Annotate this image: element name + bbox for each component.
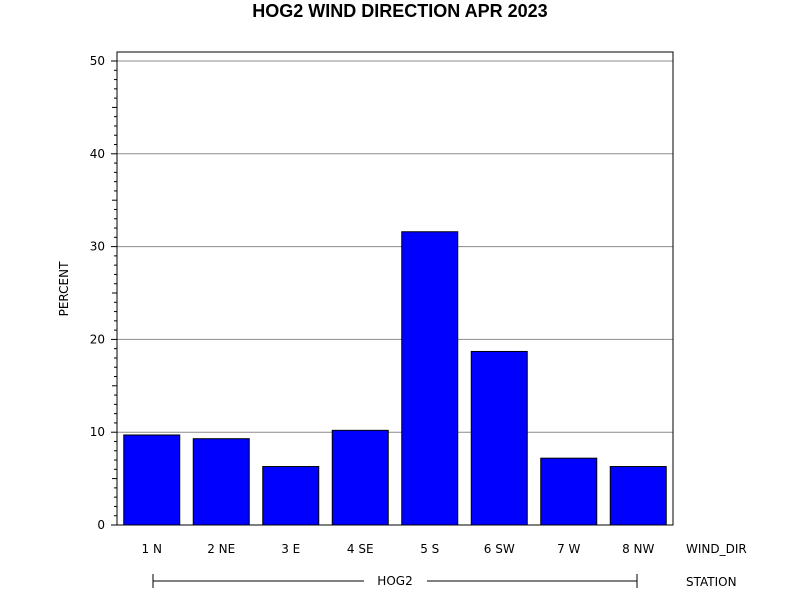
bar xyxy=(609,466,667,526)
y-tick-label: 0 xyxy=(97,518,105,532)
y-tick-label: 20 xyxy=(90,332,105,346)
x-axis-label: WIND_DIR xyxy=(686,542,747,556)
bar xyxy=(262,466,320,526)
bar xyxy=(401,231,459,526)
x-tick-label: 8 NW xyxy=(622,542,654,556)
plot-frame xyxy=(116,51,674,526)
bar xyxy=(192,438,250,526)
x-tick-label: 7 W xyxy=(557,542,580,556)
station-group-axis: HOG2 xyxy=(152,574,638,588)
y-axis: 0 10 20 30 40 50 xyxy=(90,54,117,532)
x-tick-label: 5 S xyxy=(420,542,439,556)
y-tick-label: 50 xyxy=(90,54,105,68)
x-axis-tick-labels: 1 N 2 NE 3 E 4 SE 5 S 6 SW 7 W 8 NW xyxy=(142,542,655,556)
y-tick-label: 40 xyxy=(90,147,105,161)
x-tick-label: 4 SE xyxy=(347,542,374,556)
group-name: HOG2 xyxy=(377,574,412,588)
bars xyxy=(123,231,667,526)
y-tick-label: 10 xyxy=(90,425,105,439)
y-axis-label: PERCENT xyxy=(57,261,71,316)
bar xyxy=(331,429,389,526)
chart-title: HOG2 WIND DIRECTION APR 2023 xyxy=(252,1,547,21)
x-tick-label: 3 E xyxy=(281,542,300,556)
x-tick-label: 2 NE xyxy=(207,542,235,556)
grid-lines xyxy=(117,60,673,433)
bar xyxy=(470,350,528,526)
group-axis-label: STATION xyxy=(686,575,737,589)
bar xyxy=(540,457,598,526)
bar xyxy=(123,434,181,526)
x-tick-label: 6 SW xyxy=(484,542,515,556)
y-tick-label: 30 xyxy=(90,240,105,254)
x-tick-label: 1 N xyxy=(142,542,162,556)
